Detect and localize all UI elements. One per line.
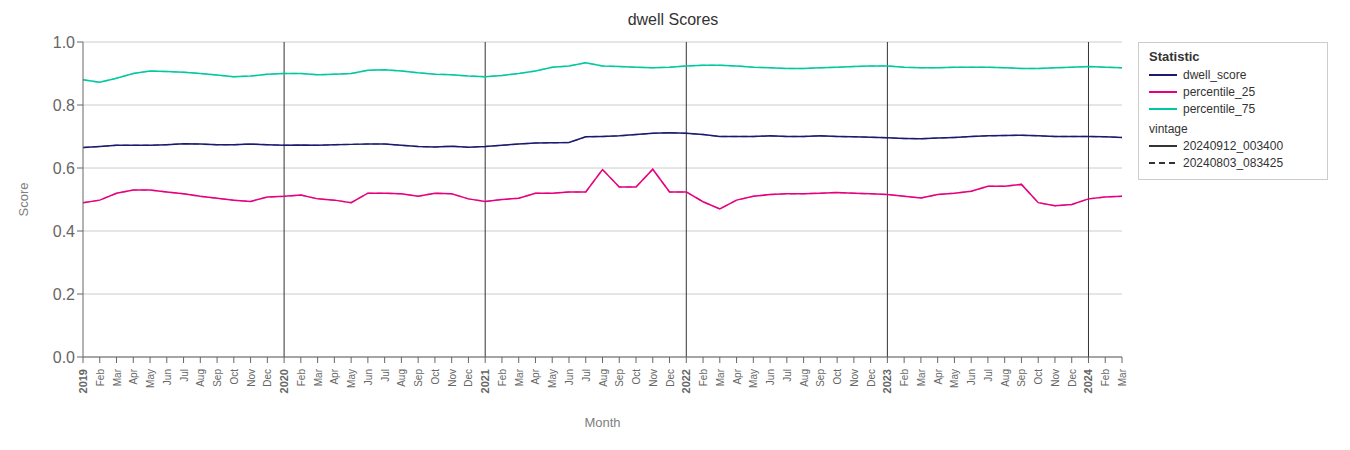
svg-text:0.4: 0.4 (53, 223, 75, 240)
svg-text:Jun: Jun (162, 369, 173, 385)
svg-text:Sep: Sep (413, 369, 424, 387)
svg-text:Sep: Sep (1016, 369, 1027, 387)
svg-text:Mar: Mar (514, 368, 525, 386)
svg-text:Sep: Sep (212, 369, 223, 387)
svg-text:Sep: Sep (815, 369, 826, 387)
svg-text:Mar: Mar (715, 368, 726, 386)
svg-text:May: May (748, 369, 759, 388)
svg-text:Apr: Apr (329, 368, 340, 384)
html-text:percentile_25: percentile_25 (1183, 85, 1256, 99)
svg-text:Oct: Oct (229, 369, 240, 385)
svg-text:Aug: Aug (1000, 369, 1011, 387)
svg-text:Jul: Jul (983, 369, 994, 382)
svg-text:0.6: 0.6 (53, 160, 75, 177)
svg-text:Mar: Mar (916, 368, 927, 386)
svg-text:Feb: Feb (1100, 369, 1111, 387)
svg-text:2024: 2024 (1082, 368, 1094, 393)
svg-text:May: May (145, 369, 156, 388)
svg-text:Nov: Nov (447, 369, 458, 387)
svg-text:Aug: Aug (799, 369, 810, 387)
svg-text:Jun: Jun (765, 369, 776, 385)
svg-text:Feb: Feb (497, 369, 508, 387)
html-text:vintage: vintage (1149, 122, 1188, 136)
svg-text:Mar: Mar (1117, 368, 1128, 386)
svg-text:May: May (547, 369, 558, 388)
svg-text:Jul: Jul (380, 369, 391, 382)
svg-text:Sep: Sep (614, 369, 625, 387)
svg-text:2019: 2019 (77, 369, 89, 393)
svg-text:Oct: Oct (1033, 369, 1044, 385)
svg-text:Nov: Nov (246, 369, 257, 387)
svg-text:Score: Score (16, 183, 31, 217)
svg-text:2020: 2020 (278, 369, 290, 393)
svg-text:Aug: Aug (396, 369, 407, 387)
html-text:dwell_score: dwell_score (1183, 68, 1247, 82)
svg-text:Nov: Nov (648, 369, 659, 387)
svg-text:May: May (949, 369, 960, 388)
svg-text:2022: 2022 (680, 369, 692, 393)
svg-text:Oct: Oct (631, 369, 642, 385)
svg-text:Dec: Dec (463, 369, 474, 387)
svg-text:Aug: Aug (195, 369, 206, 387)
svg-text:Nov: Nov (1050, 369, 1061, 387)
svg-text:Dec: Dec (1067, 369, 1078, 387)
svg-text:Jun: Jun (363, 369, 374, 385)
svg-text:May: May (346, 369, 357, 388)
svg-text:Jul: Jul (782, 369, 793, 382)
svg-text:Dec: Dec (665, 369, 676, 387)
svg-text:Feb: Feb (296, 369, 307, 387)
svg-text:Oct: Oct (430, 369, 441, 385)
svg-text:Mar: Mar (112, 368, 123, 386)
svg-text:0.2: 0.2 (53, 286, 75, 303)
html-text:percentile_75: percentile_75 (1183, 102, 1256, 116)
svg-text:2023: 2023 (881, 369, 893, 393)
svg-text:Jul: Jul (179, 369, 190, 382)
svg-text:Feb: Feb (698, 369, 709, 387)
svg-text:Oct: Oct (832, 369, 843, 385)
svg-text:Feb: Feb (899, 369, 910, 387)
svg-text:Jun: Jun (564, 369, 575, 385)
svg-text:Aug: Aug (598, 369, 609, 387)
svg-text:Apr: Apr (530, 368, 541, 384)
svg-text:Apr: Apr (128, 368, 139, 384)
svg-text:Mar: Mar (313, 368, 324, 386)
svg-text:0.0: 0.0 (53, 349, 75, 366)
svg-text:2021: 2021 (479, 369, 491, 393)
svg-text:Apr: Apr (732, 368, 743, 384)
svg-text:Dec: Dec (262, 369, 273, 387)
svg-text:Jun: Jun (966, 369, 977, 385)
svg-text:Dec: Dec (866, 369, 877, 387)
svg-text:Apr: Apr (933, 368, 944, 384)
html-text:20240912_003400: 20240912_003400 (1183, 139, 1284, 153)
svg-text:Feb: Feb (95, 369, 106, 387)
svg-text:0.8: 0.8 (53, 97, 75, 114)
svg-text:1.0: 1.0 (53, 34, 75, 51)
svg-text:Month: Month (584, 415, 620, 430)
html-text:Statistic: Statistic (1149, 49, 1200, 64)
html-text:20240803_083425: 20240803_083425 (1183, 156, 1284, 170)
svg-text:Nov: Nov (849, 369, 860, 387)
html-text:dwell Scores: dwell Scores (627, 11, 719, 28)
svg-text:Jul: Jul (581, 369, 592, 382)
